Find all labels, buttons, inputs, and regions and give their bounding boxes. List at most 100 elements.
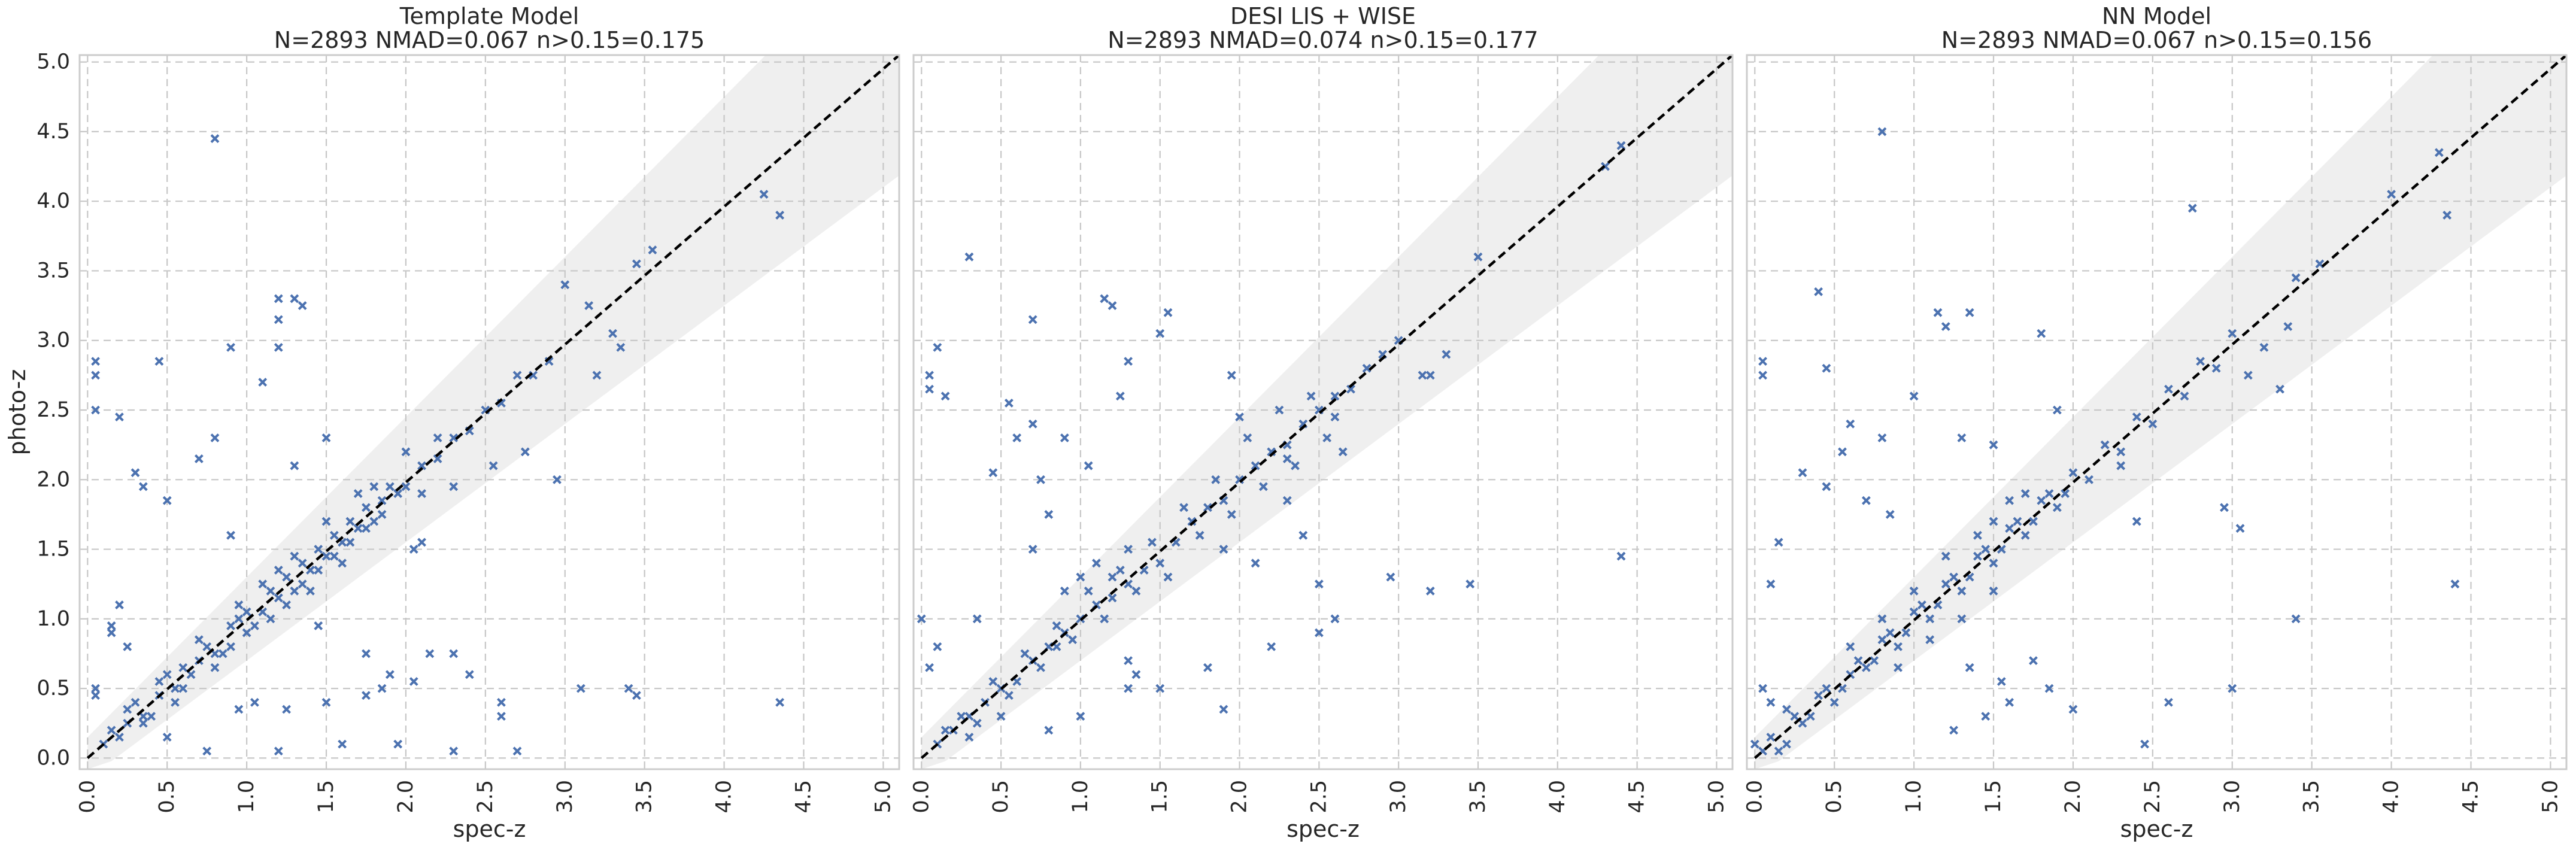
x-tick-label: 1.5 [1982, 780, 2005, 813]
data-point [1877, 127, 1887, 136]
data-point [2052, 503, 2062, 512]
x-tick-label: 0.0 [75, 780, 99, 813]
data-point [234, 614, 244, 624]
data-point [250, 621, 259, 630]
data-point [2100, 440, 2110, 450]
data-point [449, 746, 459, 756]
panel-subtitle: N=2893 NMAD=0.067 n>0.15=0.156 [1941, 27, 2372, 53]
data-point [353, 524, 363, 533]
data-point [338, 739, 347, 749]
data-point [258, 378, 268, 387]
data-point [925, 371, 934, 380]
data-point [1957, 586, 1967, 596]
data-point [234, 705, 244, 714]
data-point [2434, 148, 2444, 157]
x-tick-label: 2.5 [474, 780, 497, 813]
data-point [449, 433, 459, 442]
data-point [560, 280, 570, 290]
data-point [274, 315, 283, 324]
data-point [1846, 419, 1855, 429]
data-point [940, 725, 950, 735]
data-point [290, 461, 299, 470]
x-tick-label: 3.5 [1466, 780, 1490, 813]
identity-line [86, 54, 900, 760]
data-point [996, 712, 1006, 721]
data-point [226, 342, 235, 352]
data-point [1330, 614, 1340, 624]
data-point [1251, 558, 1260, 568]
data-point [1282, 496, 1292, 505]
data-point [2020, 489, 2030, 498]
data-point [917, 614, 926, 624]
data-point [138, 482, 148, 491]
data-point [940, 391, 950, 401]
data-point [1846, 642, 1855, 651]
panel-subtitle: N=2893 NMAD=0.067 n>0.15=0.175 [274, 27, 705, 53]
data-point [1853, 656, 1863, 666]
data-point [2164, 384, 2173, 394]
data-point [107, 621, 116, 630]
x-axis-label: spec-z [453, 816, 526, 842]
data-point [266, 586, 275, 596]
data-point [1989, 558, 1998, 568]
x-tick-label: 2.0 [394, 780, 418, 813]
data-point [1981, 545, 1991, 554]
data-point [2291, 273, 2301, 283]
data-point [576, 684, 585, 693]
data-point [1148, 538, 1157, 547]
data-point [1052, 621, 1061, 630]
data-point [1877, 635, 1887, 645]
data-point [553, 475, 562, 484]
data-point [2228, 329, 2237, 338]
data-point [775, 697, 785, 707]
data-point [2450, 579, 2460, 589]
data-point [1084, 586, 1093, 596]
data-point [1909, 607, 1919, 617]
data-point [91, 357, 100, 366]
y-tick-label: 5.0 [37, 50, 70, 74]
plot-frame [912, 54, 1734, 770]
data-point [520, 447, 530, 457]
data-point [393, 489, 403, 498]
data-point [1108, 572, 1117, 582]
data-point [1909, 586, 1919, 596]
data-point [1004, 691, 1014, 700]
data-point [2013, 517, 2022, 526]
data-point [123, 642, 132, 651]
data-point [1758, 357, 1767, 366]
data-point [1425, 586, 1435, 596]
data-point [1822, 482, 1831, 491]
data-point [91, 371, 100, 380]
data-point [1330, 391, 1340, 401]
x-tick-label: 3.0 [553, 780, 577, 813]
x-tick-label: 3.5 [633, 780, 657, 813]
data-point [138, 718, 148, 728]
data-point [2196, 357, 2205, 366]
x-tick-label: 4.5 [1625, 780, 1649, 813]
data-point [1068, 635, 1078, 645]
data-point [329, 530, 339, 540]
data-point [123, 705, 132, 714]
data-point [1155, 558, 1165, 568]
data-point [2052, 405, 2062, 415]
data-point [1235, 412, 1244, 422]
x-tick-label: 4.0 [712, 780, 736, 813]
tolerance-band [1755, 55, 2566, 769]
data-point [1861, 496, 1871, 505]
data-point [2283, 322, 2293, 331]
data-point [321, 433, 331, 442]
identity-line [1753, 54, 2568, 760]
x-tick-label: 0.5 [1822, 780, 1846, 813]
data-point [1203, 503, 1212, 512]
data-point [972, 614, 982, 624]
data-point [1187, 517, 1197, 526]
data-point [1124, 545, 1133, 554]
panel-title: DESI LIS + WISE [1230, 3, 1416, 29]
data-point [1822, 684, 1831, 693]
data-point [91, 405, 100, 415]
data-point [1100, 614, 1109, 624]
data-point [1782, 705, 1791, 714]
data-point [1155, 684, 1165, 693]
data-point [266, 614, 275, 624]
data-point [2387, 190, 2396, 199]
